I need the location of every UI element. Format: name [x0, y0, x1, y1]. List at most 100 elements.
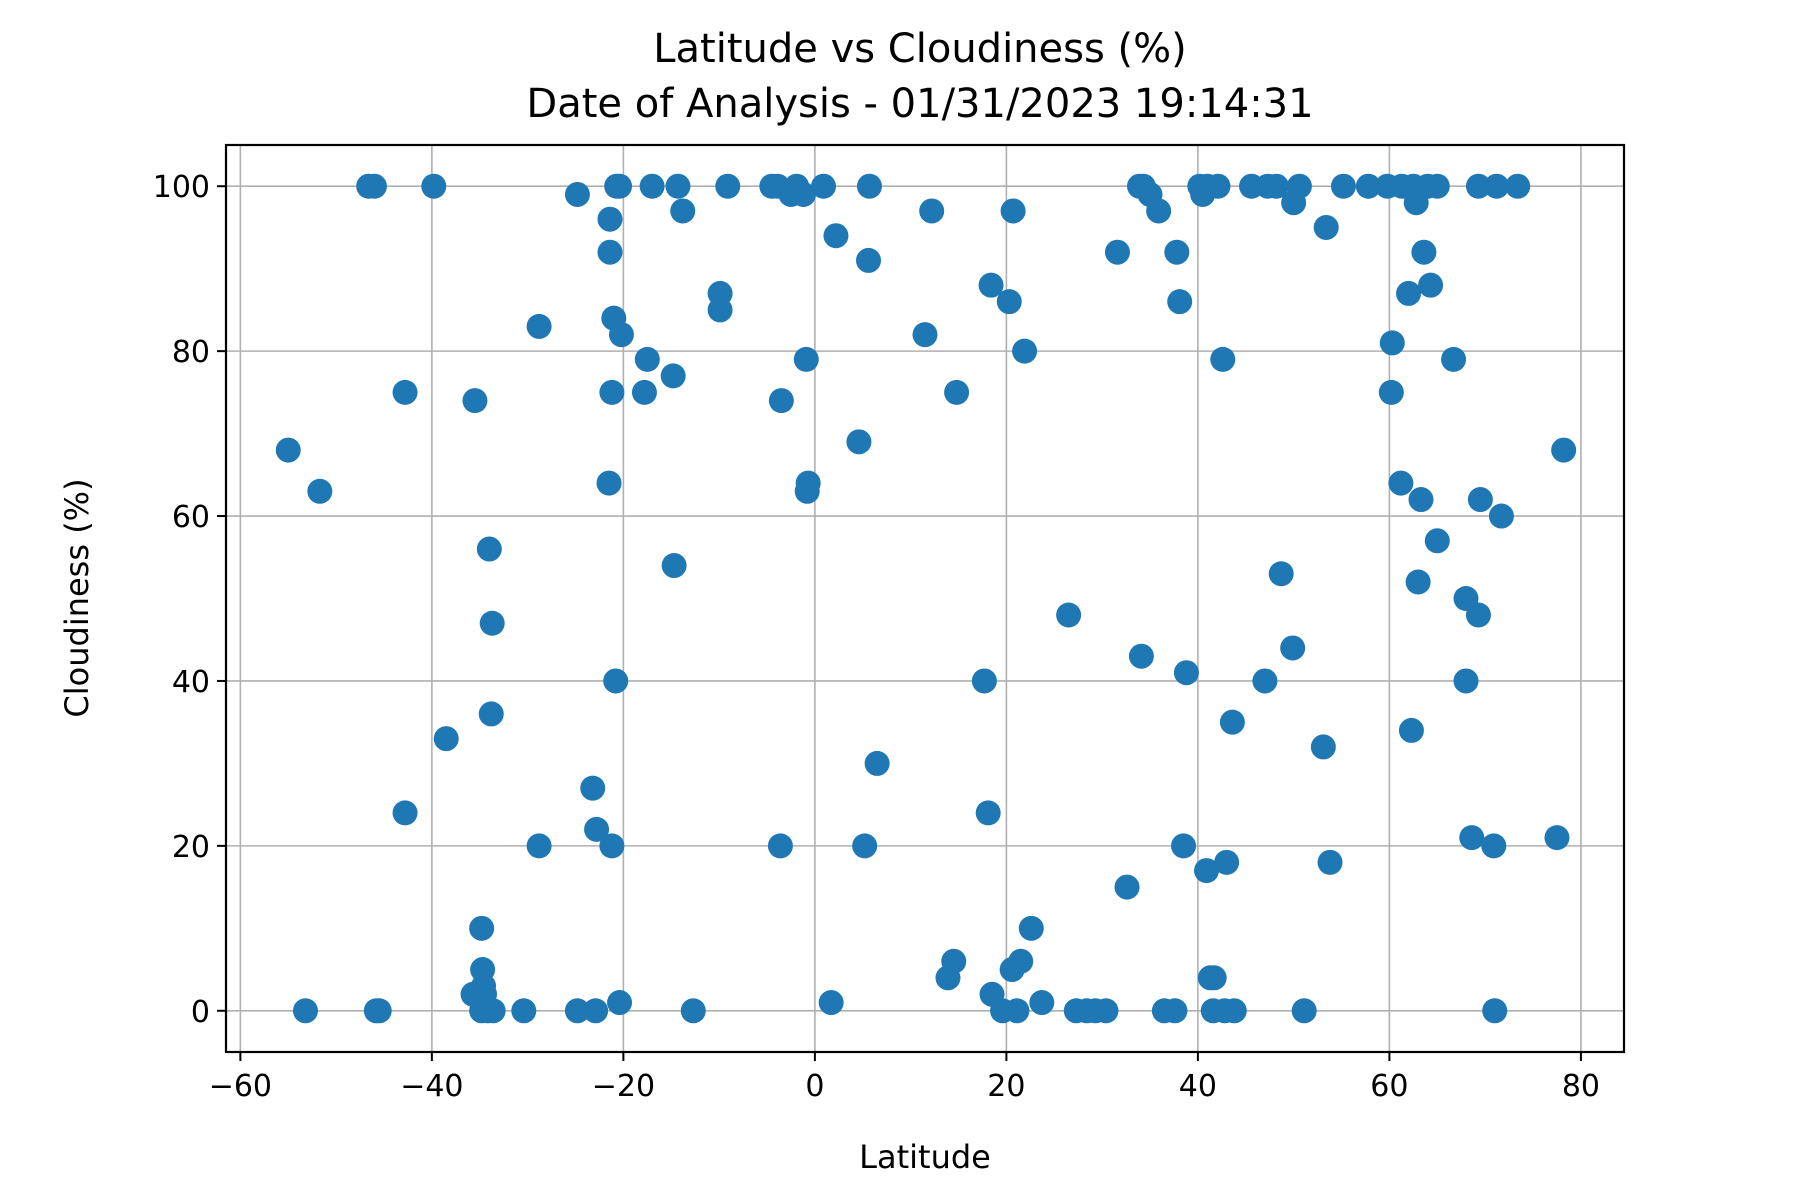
data-point: [1205, 173, 1231, 199]
data-point: [1310, 734, 1336, 760]
data-point: [1484, 173, 1510, 199]
data-point: [811, 173, 837, 199]
data-point: [1398, 717, 1424, 743]
x-tick-label: −20: [592, 1069, 655, 1104]
data-point: [1488, 503, 1514, 529]
data-point: [511, 998, 537, 1024]
data-point: [660, 363, 686, 389]
data-point: [1291, 998, 1317, 1024]
data-point: [1551, 437, 1577, 463]
data-point: [768, 388, 794, 414]
data-point: [852, 833, 878, 859]
data-point: [366, 998, 392, 1024]
y-tick-label: 100: [153, 170, 210, 205]
data-point: [856, 173, 882, 199]
data-point: [580, 775, 606, 801]
x-tick-label: 40: [1179, 1069, 1217, 1104]
data-point: [1194, 858, 1220, 884]
data-point: [433, 726, 459, 752]
data-point: [665, 173, 691, 199]
x-tick-label: −60: [209, 1069, 272, 1104]
data-point: [1482, 998, 1508, 1024]
data-point: [975, 800, 1001, 826]
data-point: [1388, 470, 1414, 496]
data-point: [599, 833, 625, 859]
data-point: [608, 322, 634, 348]
data-point: [1214, 849, 1240, 875]
data-point: [1379, 330, 1405, 356]
data-point: [1408, 487, 1434, 513]
data-point: [597, 239, 623, 265]
data-point: [1263, 173, 1289, 199]
data-point: [1029, 990, 1055, 1016]
data-point: [1056, 602, 1082, 628]
data-point: [1505, 173, 1531, 199]
data-point: [1171, 833, 1197, 859]
data-point: [1146, 198, 1172, 224]
data-point: [564, 181, 590, 207]
data-point: [1418, 272, 1444, 298]
data-point: [639, 173, 665, 199]
x-axis-label: Latitude: [859, 1138, 991, 1176]
data-point: [846, 429, 872, 455]
data-point: [1396, 280, 1422, 306]
y-axis-label: Cloudiness (%): [58, 478, 96, 717]
data-point: [1453, 668, 1479, 694]
data-point: [1210, 346, 1236, 372]
data-point: [1000, 198, 1026, 224]
data-point: [1201, 965, 1227, 991]
data-point: [670, 198, 696, 224]
data-point: [1004, 998, 1030, 1024]
data-point: [919, 198, 945, 224]
grid-lines: [226, 145, 1624, 1052]
data-point: [1114, 874, 1140, 900]
data-point: [941, 948, 967, 974]
data-point: [1544, 825, 1570, 851]
data-point: [275, 437, 301, 463]
data-point: [971, 668, 997, 694]
data-point: [478, 701, 504, 727]
data-point: [767, 833, 793, 859]
data-point: [392, 800, 418, 826]
data-point: [1164, 239, 1190, 265]
data-point: [607, 173, 633, 199]
data-point: [856, 247, 882, 273]
y-tick-label: 40: [172, 665, 210, 700]
data-point: [790, 181, 816, 207]
data-point: [1378, 379, 1404, 405]
axis-ticks: −60 −40 −20 0 20 40 60 80 0 20 40 60 80 100: [153, 170, 1600, 1104]
data-point: [634, 346, 660, 372]
data-point: [1330, 173, 1356, 199]
data-point: [823, 223, 849, 249]
data-point: [818, 990, 844, 1016]
data-point: [680, 998, 706, 1024]
chart-title-line-1: Latitude vs Cloudiness (%): [653, 26, 1187, 72]
data-point: [307, 478, 333, 504]
data-point: [1219, 709, 1245, 735]
data-points: [275, 173, 1577, 1024]
data-point: [996, 289, 1022, 315]
data-point: [1405, 569, 1431, 595]
data-point: [944, 379, 970, 405]
data-point: [864, 750, 890, 776]
data-point: [292, 998, 318, 1024]
data-point: [1459, 825, 1485, 851]
data-point: [707, 297, 733, 323]
data-point: [596, 470, 622, 496]
data-point: [469, 915, 495, 941]
data-point: [1280, 635, 1306, 661]
data-point: [479, 610, 505, 636]
data-point: [421, 173, 447, 199]
data-point: [603, 668, 629, 694]
data-point: [1481, 833, 1507, 859]
data-point: [476, 536, 502, 562]
data-point: [1317, 849, 1343, 875]
x-tick-label: 0: [805, 1069, 824, 1104]
plot-frame: [224, 143, 1626, 1054]
data-point: [526, 313, 552, 339]
data-point: [631, 379, 657, 405]
data-point: [1128, 643, 1154, 669]
data-point: [564, 998, 590, 1024]
data-point: [480, 998, 506, 1024]
